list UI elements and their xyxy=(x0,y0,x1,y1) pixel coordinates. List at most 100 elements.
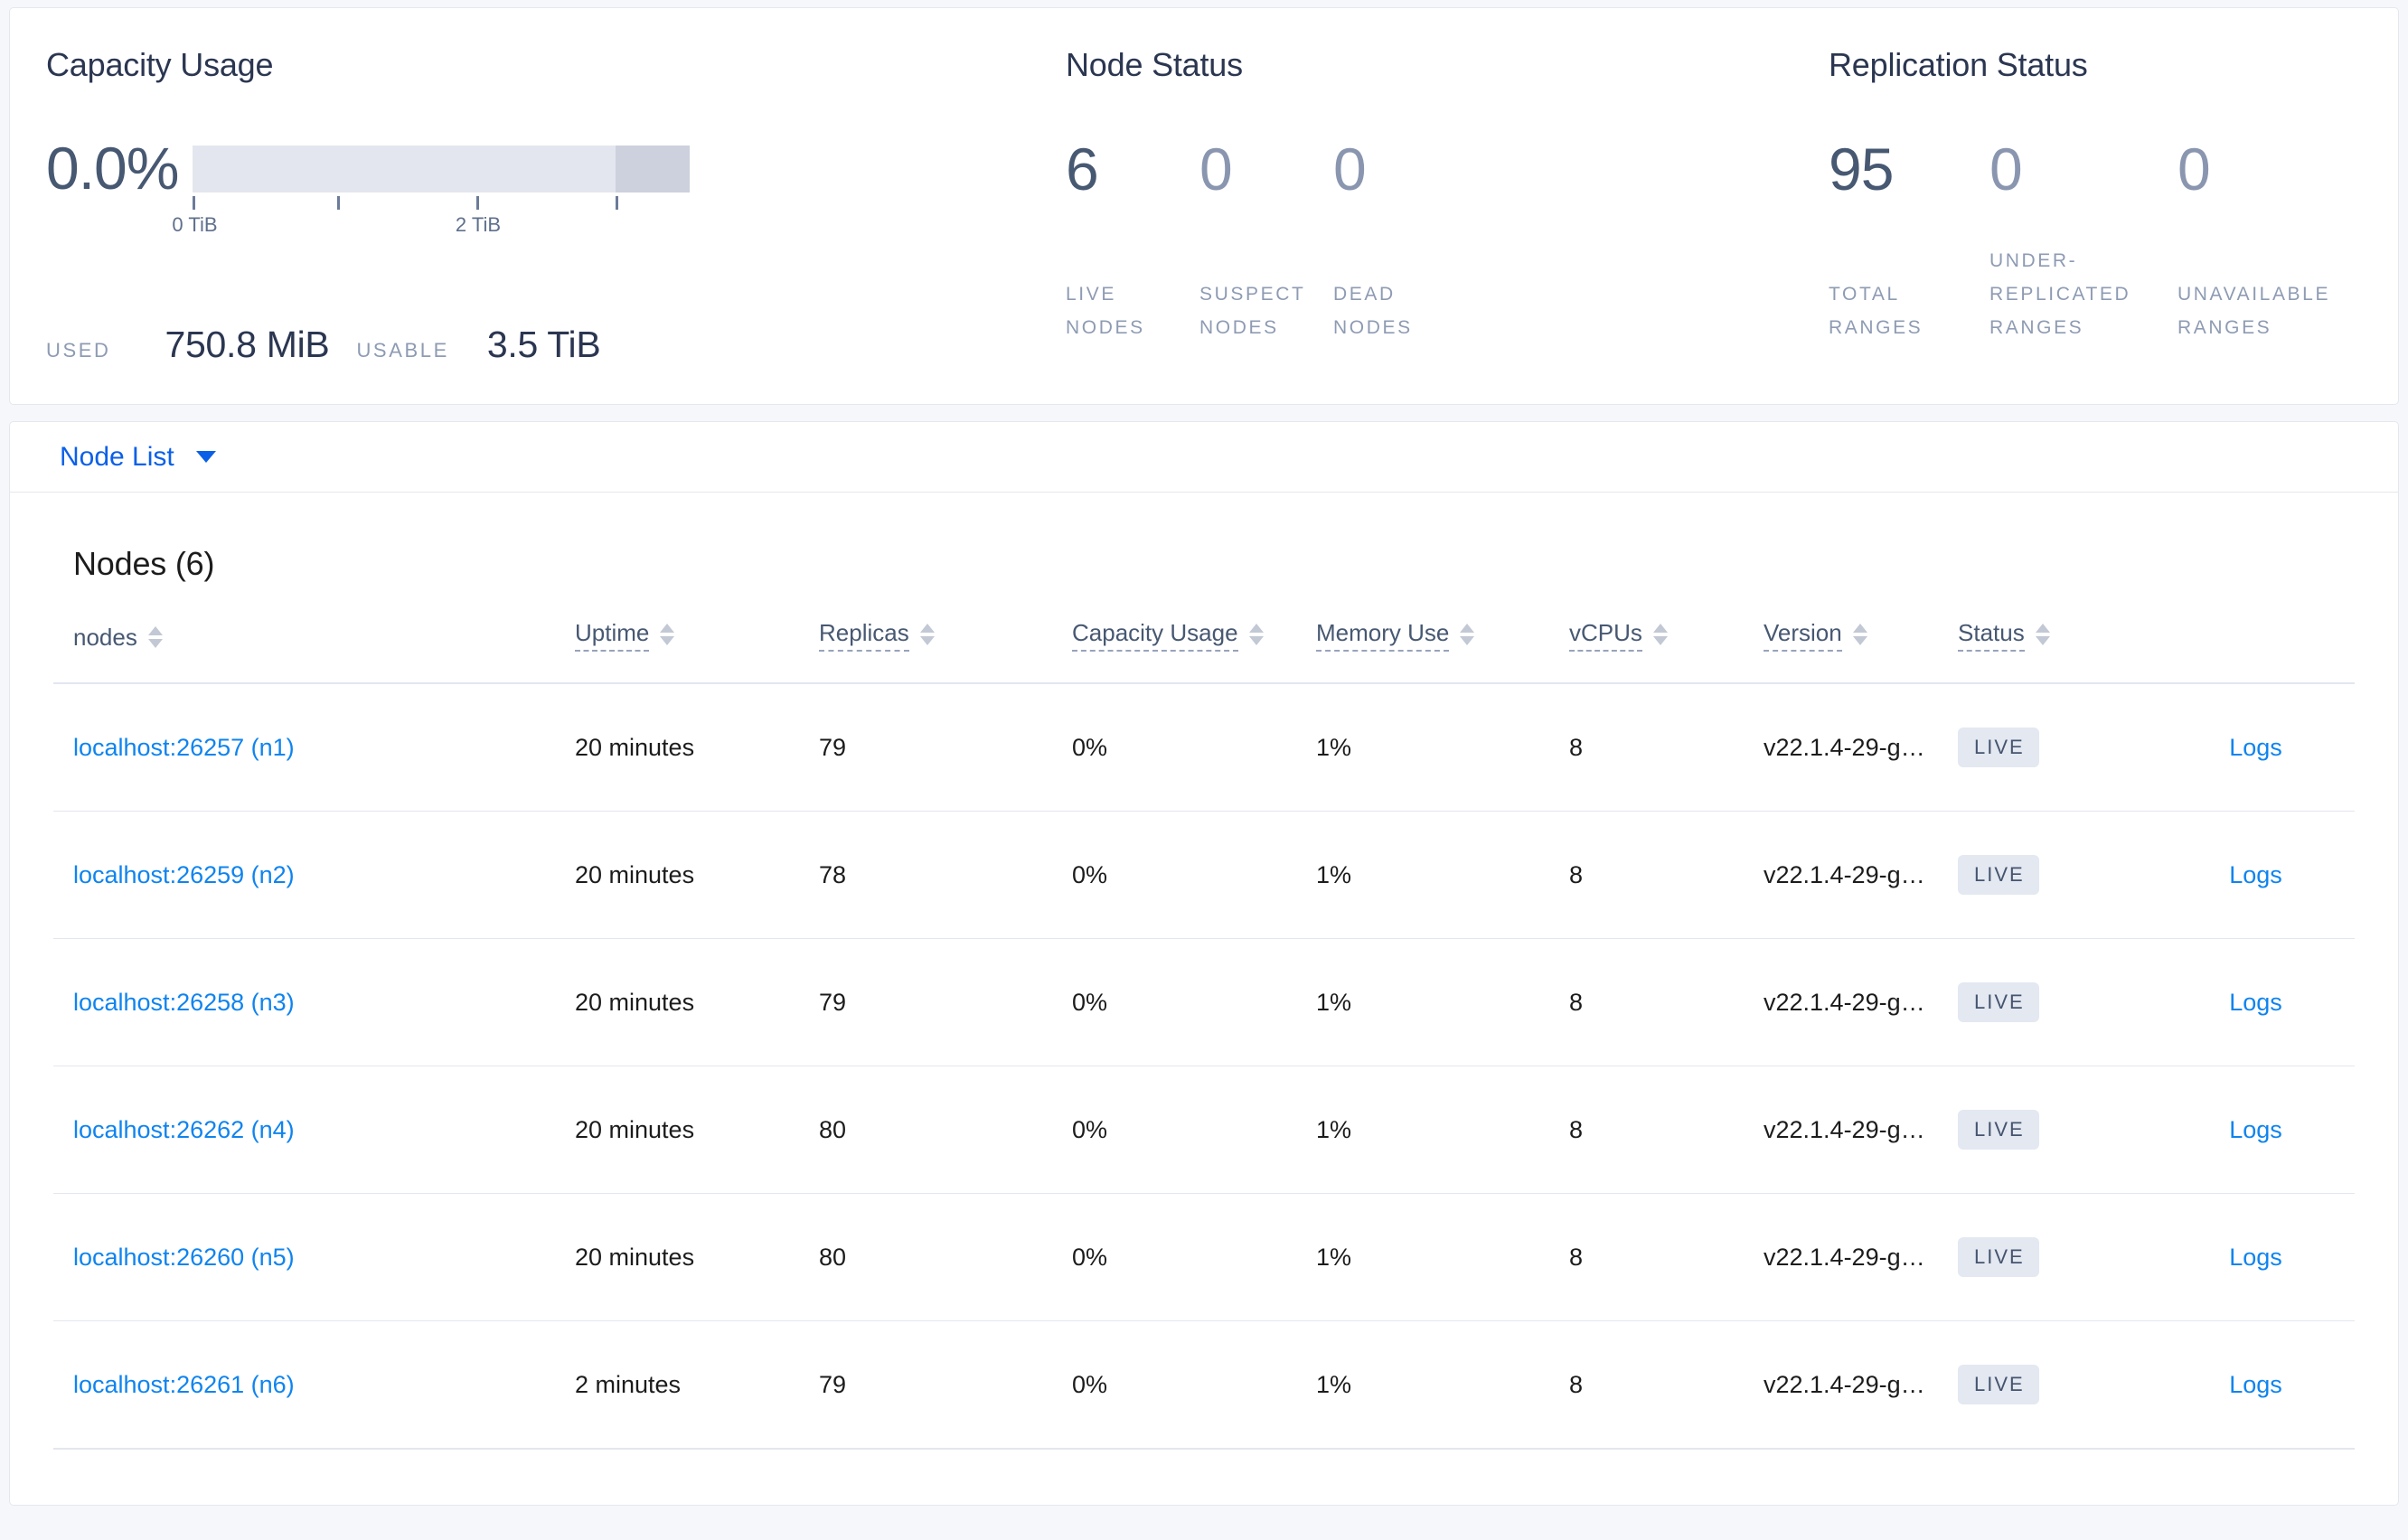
cell-capacity-usage: 0% xyxy=(1072,1066,1316,1194)
replication-status-stat: 0 UNAVAILABLE RANGES xyxy=(2178,139,2385,366)
column-header-label: Uptime xyxy=(575,619,650,652)
cell-vcpus: 8 xyxy=(1569,811,1764,939)
cell-status: LIVE xyxy=(1958,938,2157,1066)
nodes-table-head: nodes Uptime Replicas Capacity Usage Memory … xyxy=(53,619,2355,683)
sort-arrows-icon[interactable] xyxy=(1248,624,1264,645)
used-label: USED xyxy=(46,339,111,362)
node-status-title: Node Status xyxy=(1066,46,1243,83)
node-address-link[interactable]: localhost:26262 (n4) xyxy=(73,1115,295,1143)
node-status-stat-value: 6 xyxy=(1066,136,1099,202)
node-address-link[interactable]: localhost:26259 (n2) xyxy=(73,860,295,888)
node-status-stats: 6 LIVE NODES 0 SUSPECT NODES 0 DEAD NODES xyxy=(1066,136,1478,366)
column-header-label: Version xyxy=(1764,619,1842,652)
nodes-table: nodes Uptime Replicas Capacity Usage Memory … xyxy=(53,619,2355,1450)
node-status-section: Node Status 6 LIVE NODES 0 SUSPECT NODES 0 DE… xyxy=(10,8,2408,442)
column-header-uptime[interactable]: Uptime xyxy=(575,619,819,683)
node-status-stat-caption: SUSPECT NODES xyxy=(1199,284,1306,338)
cell-logs: Logs xyxy=(2157,1193,2355,1321)
node-address-link[interactable]: localhost:26261 (n6) xyxy=(73,1370,295,1398)
column-header-memory-use[interactable]: Memory Use xyxy=(1316,619,1569,683)
column-header-version[interactable]: Version xyxy=(1764,619,1958,683)
cell-vcpus: 8 xyxy=(1569,1320,1764,1450)
node-address-link[interactable]: localhost:26257 (n1) xyxy=(73,733,295,761)
sort-arrows-icon[interactable] xyxy=(919,624,935,645)
cell-version: v22.1.4-29-g… xyxy=(1764,1066,1958,1194)
cell-status: LIVE xyxy=(1958,811,2157,939)
status-badge: LIVE xyxy=(1958,1237,2039,1277)
chevron-down-icon xyxy=(195,451,216,463)
cell-uptime: 20 minutes xyxy=(575,1066,819,1194)
column-header-status[interactable]: Status xyxy=(1958,619,2157,683)
sort-arrows-icon[interactable] xyxy=(1460,624,1475,645)
sort-arrows-icon[interactable] xyxy=(1852,624,1867,645)
capacity-axis-tick xyxy=(193,196,196,210)
cell-uptime: 20 minutes xyxy=(575,811,819,939)
nodes-heading: Nodes (6) xyxy=(73,545,215,582)
table-row: localhost:26261 (n6) 2 minutes 79 0% 1% 8 v22.… xyxy=(53,1320,2355,1450)
column-header-label: Memory Use xyxy=(1316,619,1450,652)
cell-logs: Logs xyxy=(2157,938,2355,1066)
sort-arrows-icon[interactable] xyxy=(147,625,163,648)
capacity-bar-light-segment xyxy=(193,146,616,192)
cell-version: v22.1.4-29-g… xyxy=(1764,1193,1958,1321)
table-row: localhost:26262 (n4) 20 minutes 80 0% 1% 8 v22… xyxy=(53,1066,2355,1194)
capacity-axis-tick xyxy=(336,196,340,210)
version-text: v22.1.4-29-g… xyxy=(1764,1115,1925,1143)
column-header-label: nodes xyxy=(73,624,137,651)
status-badge: LIVE xyxy=(1958,728,2039,767)
cell-logs: Logs xyxy=(2157,811,2355,939)
sort-arrows-icon[interactable] xyxy=(2035,624,2050,645)
sort-arrows-icon[interactable] xyxy=(660,624,675,645)
logs-link[interactable]: Logs xyxy=(2229,1115,2282,1143)
replication-status-stat-caption: UNDER- REPLICATED RANGES xyxy=(1989,250,2131,338)
logs-link[interactable]: Logs xyxy=(2229,1370,2282,1398)
capacity-usage-gauge: 0.0% 0 TiB 2 TiB xyxy=(46,138,1049,240)
table-row: localhost:26260 (n5) 20 minutes 80 0% 1% 8 v22… xyxy=(53,1193,2355,1321)
capacity-bar-chart: 0 TiB 2 TiB xyxy=(172,140,699,240)
cell-replicas: 79 xyxy=(819,1320,1072,1450)
usable-label: USABLE xyxy=(356,339,449,362)
cell-replicas: 79 xyxy=(819,682,1072,812)
cell-memory-use: 1% xyxy=(1316,938,1569,1066)
cell-status: LIVE xyxy=(1958,682,2157,812)
node-status-stat-caption: LIVE NODES xyxy=(1066,284,1145,338)
nodes-table-header-row: nodes Uptime Replicas Capacity Usage Memory … xyxy=(53,619,2355,683)
sort-arrows-icon[interactable] xyxy=(1652,624,1668,645)
cell-node-address: localhost:26257 (n1) xyxy=(53,682,575,812)
cell-vcpus: 8 xyxy=(1569,1193,1764,1321)
version-text: v22.1.4-29-g… xyxy=(1764,988,1925,1016)
column-header-vcpus[interactable]: vCPUs xyxy=(1569,619,1764,683)
version-text: v22.1.4-29-g… xyxy=(1764,1243,1925,1271)
cell-vcpus: 8 xyxy=(1569,682,1764,812)
logs-link[interactable]: Logs xyxy=(2229,860,2282,888)
cell-node-address: localhost:26260 (n5) xyxy=(53,1193,575,1321)
replication-status-stat-caption: TOTAL RANGES xyxy=(1829,284,1924,338)
cell-uptime: 20 minutes xyxy=(575,682,819,812)
capacity-usage-title: Capacity Usage xyxy=(46,46,274,83)
node-address-link[interactable]: localhost:26260 (n5) xyxy=(73,1243,295,1271)
cell-logs: Logs xyxy=(2157,1320,2355,1450)
cell-capacity-usage: 0% xyxy=(1072,1320,1316,1450)
replication-status-stats: 95 TOTAL RANGES 0 UNDER- REPLICATED RANGES 0… xyxy=(1829,139,2385,366)
status-badge: LIVE xyxy=(1958,1365,2039,1404)
tab-node-list[interactable]: Node List xyxy=(60,442,216,473)
version-text: v22.1.4-29-g… xyxy=(1764,860,1925,888)
logs-link[interactable]: Logs xyxy=(2229,988,2282,1016)
cell-node-address: localhost:26259 (n2) xyxy=(53,811,575,939)
cell-logs: Logs xyxy=(2157,1066,2355,1194)
cell-version: v22.1.4-29-g… xyxy=(1764,938,1958,1066)
column-header-replicas[interactable]: Replicas xyxy=(819,619,1072,683)
node-status-stat-caption: DEAD NODES xyxy=(1333,284,1413,338)
replication-status-stat: 0 UNDER- REPLICATED RANGES xyxy=(1989,139,2178,366)
node-address-link[interactable]: localhost:26258 (n3) xyxy=(73,988,295,1016)
cell-version: v22.1.4-29-g… xyxy=(1764,811,1958,939)
node-status-stat-value: 0 xyxy=(1333,136,1367,202)
cell-status: LIVE xyxy=(1958,1193,2157,1321)
cell-vcpus: 8 xyxy=(1569,938,1764,1066)
logs-link[interactable]: Logs xyxy=(2229,733,2282,761)
node-status-stat: 0 DEAD NODES xyxy=(1333,136,1478,366)
column-header-nodes[interactable]: nodes xyxy=(53,619,575,683)
logs-link[interactable]: Logs xyxy=(2229,1243,2282,1271)
column-header-capacity-usage[interactable]: Capacity Usage xyxy=(1072,619,1316,683)
